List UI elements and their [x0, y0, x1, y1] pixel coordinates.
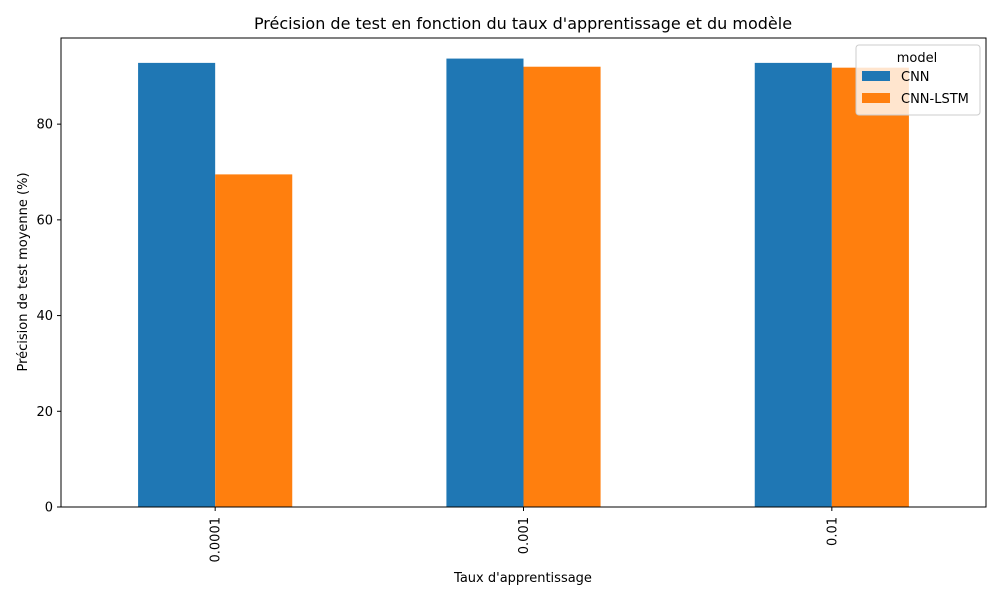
axes-frame [60, 37, 987, 508]
legend: model CNN CNN-LSTM [855, 44, 981, 116]
y-tick-label: 60 [36, 213, 53, 228]
legend-title: model [897, 51, 937, 66]
x-axis-label: Taux d'apprentissage [453, 571, 592, 586]
legend-swatch-cnn [862, 71, 890, 81]
legend-label-cnn-lstm: CNN-LSTM [901, 92, 969, 107]
y-tick-label: 40 [36, 309, 53, 324]
bar-cnn-0_001 [446, 58, 524, 507]
y-tick-label: 0 [45, 501, 53, 516]
bar-cnn-lstm-0_01 [831, 67, 909, 508]
legend-label-cnn: CNN [901, 70, 930, 85]
y-tick-label: 20 [36, 405, 53, 420]
bar-cnn-lstm-0_001 [523, 66, 601, 507]
x-tick-label: 0.01 [825, 517, 840, 546]
bar-cnn-0_0001 [138, 62, 216, 508]
plot-area: 0 20 40 60 80 0.0001 0.001 0.01 [36, 37, 987, 563]
bar-cnn-0_01 [754, 62, 832, 508]
chart-title: Précision de test en fonction du taux d'… [254, 14, 792, 33]
y-axis-label: Précision de test moyenne (%) [16, 172, 31, 371]
bar-cnn-lstm-0_0001 [215, 174, 293, 507]
legend-swatch-cnn-lstm [862, 93, 890, 103]
y-tick-label: 80 [36, 118, 53, 133]
x-tick-label: 0.001 [517, 517, 532, 554]
x-tick-label: 0.0001 [209, 517, 224, 563]
